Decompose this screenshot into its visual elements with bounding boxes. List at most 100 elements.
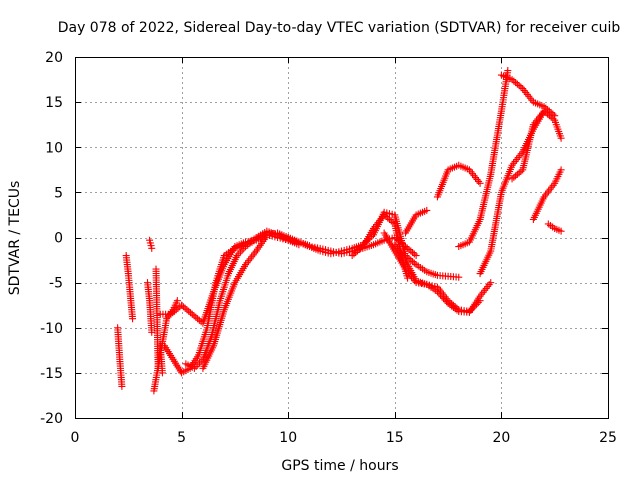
series-track-r (497, 71, 559, 120)
data-point (476, 179, 484, 187)
series-track-s (508, 107, 548, 183)
series-track-d (146, 236, 156, 252)
data-point (357, 244, 365, 252)
data-point (515, 169, 523, 177)
data-point (513, 170, 521, 178)
data-point (441, 296, 449, 304)
series-track-c (143, 279, 156, 336)
data-point (508, 175, 516, 183)
x-tick-label: 5 (177, 430, 186, 446)
data-point (409, 258, 417, 266)
data-point (118, 382, 126, 390)
data-point (194, 315, 202, 323)
y-tick-labels: -20 -15 -10 -5 0 5 10 15 20 (40, 50, 63, 427)
data-point (410, 259, 418, 267)
y-tick-label: -10 (40, 321, 63, 337)
data-point (513, 80, 521, 88)
data-point (186, 309, 194, 317)
data-point (169, 309, 177, 317)
series-track-t (529, 166, 565, 223)
data-point (179, 303, 187, 311)
data-point (423, 206, 431, 214)
y-tick-label: 5 (54, 185, 63, 201)
data-point (510, 173, 518, 181)
x-tick-label: 25 (599, 430, 617, 446)
y-tick-label: -15 (40, 366, 63, 382)
data-point (542, 104, 550, 112)
data-point (504, 67, 512, 75)
series-track-b (122, 252, 137, 323)
series-track-n (401, 206, 431, 237)
y-tick-label: -20 (40, 411, 63, 427)
data-point (557, 166, 565, 174)
data-point (508, 76, 516, 84)
y-tick-label: 0 (54, 231, 63, 247)
data-point (195, 316, 203, 324)
data-point (440, 294, 448, 302)
x-tick-label: 20 (492, 430, 510, 446)
data-point (517, 167, 525, 175)
data-point (412, 252, 420, 260)
data-point (348, 252, 356, 260)
data-point (512, 79, 520, 87)
data-point (350, 250, 358, 258)
data-point (178, 301, 186, 309)
series-track-o (433, 161, 484, 201)
data-point (551, 112, 559, 120)
data-point (181, 304, 189, 312)
data-point (148, 244, 156, 252)
x-axis-label: GPS time / hours (281, 458, 398, 474)
data-point (129, 315, 137, 323)
data-point (446, 301, 454, 309)
data-point (455, 273, 463, 281)
data-point (436, 291, 444, 299)
x-tick-label: 15 (386, 430, 404, 446)
series-track-p (455, 67, 512, 251)
data-point (353, 247, 361, 255)
data-point (435, 289, 443, 297)
y-tick-label: 10 (45, 140, 63, 156)
data-point (172, 306, 180, 314)
y-tick-label: 15 (45, 95, 63, 111)
data-point (380, 211, 388, 219)
data-point (387, 217, 395, 225)
data-point (549, 110, 557, 118)
data-point (449, 303, 457, 311)
data-point (190, 312, 198, 320)
data-point (557, 134, 565, 142)
data-point (515, 82, 523, 90)
data-point (385, 215, 393, 223)
data-point (517, 83, 525, 91)
data-point (174, 304, 182, 312)
data-point (409, 249, 417, 257)
x-tick-label: 0 (71, 430, 80, 446)
data-point (188, 310, 196, 318)
data-point (540, 107, 548, 115)
data-point (403, 253, 411, 261)
data-point (547, 109, 555, 117)
data-point (438, 293, 446, 301)
plot-frame (75, 57, 609, 419)
data-point (192, 313, 200, 321)
data-point (355, 246, 363, 254)
data-point (410, 250, 418, 258)
data-point (544, 106, 552, 114)
series-track-u (544, 220, 565, 235)
data-point (510, 77, 518, 85)
data-point (170, 307, 178, 315)
data-point (389, 218, 397, 226)
data-point (185, 307, 193, 315)
data-point (382, 212, 390, 220)
data-point (443, 298, 451, 306)
data-point (236, 248, 244, 256)
chart-title: Day 078 of 2022, Sidereal Day-to-day VTE… (58, 20, 621, 36)
data-point (403, 244, 411, 252)
data-point (384, 214, 392, 222)
data-points (114, 67, 565, 395)
data-point (512, 172, 520, 180)
data-point (183, 306, 191, 314)
y-tick-label: 20 (45, 50, 63, 66)
data-point (433, 288, 441, 296)
series-track-q (476, 107, 565, 278)
